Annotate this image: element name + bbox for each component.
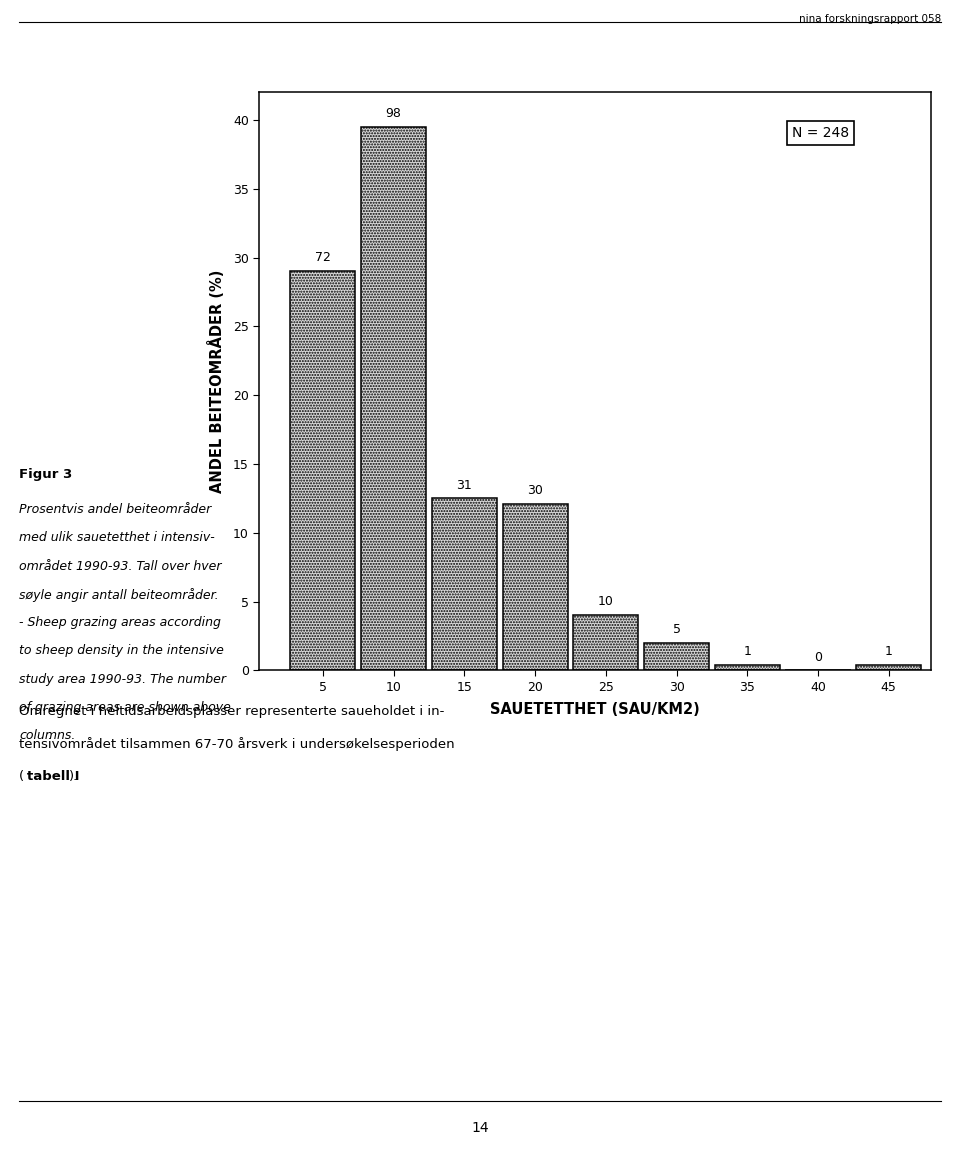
Text: Figur 3: Figur 3 [19, 468, 72, 481]
Bar [573, 615, 638, 670]
Bar [502, 504, 567, 670]
Text: 98: 98 [386, 106, 401, 120]
Text: området 1990-93. Tall over hver: området 1990-93. Tall over hver [19, 560, 222, 572]
Bar [432, 498, 497, 670]
Text: 1: 1 [743, 645, 752, 658]
Text: 31: 31 [456, 479, 472, 491]
Text: nina forskningsrapport 058: nina forskningsrapport 058 [799, 14, 941, 24]
Text: tensivområdet tilsammen 67-70 årsverk i undersøkelsesperioden: tensivområdet tilsammen 67-70 årsverk i … [19, 738, 455, 751]
Text: study area 1990-93. The number: study area 1990-93. The number [19, 673, 227, 686]
Text: 0: 0 [814, 651, 822, 664]
Text: columns.: columns. [19, 729, 76, 742]
X-axis label: SAUETETTHET (SAU/KM2): SAUETETTHET (SAU/KM2) [491, 702, 700, 717]
Text: - Sheep grazing areas according: - Sheep grazing areas according [19, 616, 221, 629]
Text: (: ( [19, 770, 24, 783]
Bar [290, 271, 355, 670]
Bar [644, 643, 709, 670]
Text: 1: 1 [885, 645, 893, 658]
Text: to sheep density in the intensive: to sheep density in the intensive [19, 645, 224, 658]
Text: 5: 5 [673, 623, 681, 636]
Text: 72: 72 [315, 251, 331, 264]
Y-axis label: ANDEL BEITEOMRÅDER (%): ANDEL BEITEOMRÅDER (%) [207, 269, 225, 494]
Text: Prosentvis andel beiteområder: Prosentvis andel beiteområder [19, 503, 211, 516]
Text: 10: 10 [598, 595, 613, 608]
Text: 30: 30 [527, 484, 543, 497]
Text: tabell I: tabell I [27, 770, 80, 783]
Bar [715, 665, 780, 670]
Bar [361, 127, 426, 670]
Text: Omregnet i heltidsarbeidsplasser representerte saueholdet i in-: Omregnet i heltidsarbeidsplasser represe… [19, 705, 444, 718]
Text: søyle angir antall beiteområder.: søyle angir antall beiteområder. [19, 587, 219, 602]
Text: ).: ). [69, 770, 79, 783]
Text: N = 248: N = 248 [792, 126, 849, 140]
Text: of grazing areas are shown above: of grazing areas are shown above [19, 701, 231, 714]
Bar [856, 665, 922, 670]
Text: 14: 14 [471, 1121, 489, 1135]
Text: med ulik sauetetthet i intensiv-: med ulik sauetetthet i intensiv- [19, 532, 215, 544]
